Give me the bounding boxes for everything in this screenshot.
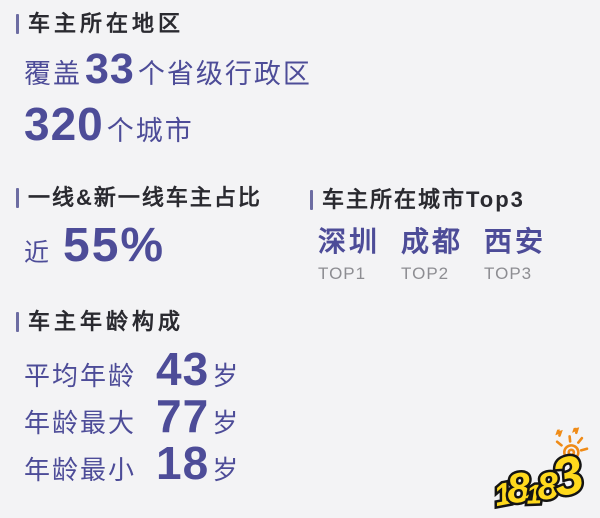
age-value: 18 xyxy=(156,437,210,490)
province-count: 33 xyxy=(85,45,135,94)
city-item: 深圳 TOP1 xyxy=(318,226,381,284)
18183-logo: 1 8 1 8 3 xyxy=(479,426,597,517)
section-header-cities: 车主所在城市Top3 xyxy=(310,187,546,212)
header-accent-bar xyxy=(16,312,19,333)
age-rows: 平均年龄 43 岁 年龄最大 77 岁 年龄最小 18 岁 xyxy=(16,346,238,487)
city-count: 320 xyxy=(24,98,104,151)
top-cities-row: 深圳 TOP1 成都 TOP2 西安 TOP3 xyxy=(318,226,547,284)
age-unit: 岁 xyxy=(212,361,239,392)
section-owner-age: 车主年龄构成 平均年龄 43 岁 年龄最大 77 岁 年龄最小 18 岁 xyxy=(16,309,238,487)
age-value: 77 xyxy=(156,390,210,443)
section-header-region: 车主所在地区 xyxy=(16,11,312,36)
age-row-min: 年龄最小 18 岁 xyxy=(24,440,238,487)
section-header-tier: 一线&新一线车主占比 xyxy=(16,185,262,210)
city-count-suffix: 个城市 xyxy=(106,116,194,147)
logo-digits: 1 8 1 8 3 xyxy=(480,442,597,516)
section-tier-share: 一线&新一线车主占比 近 55% xyxy=(16,185,262,270)
region-city-line: 320 个城市 xyxy=(24,101,312,147)
city-rank: TOP2 xyxy=(401,263,450,283)
section-title-age: 车主年龄构成 xyxy=(28,309,185,334)
city-name: 西安 xyxy=(484,226,547,258)
age-unit: 岁 xyxy=(212,455,239,486)
age-value: 43 xyxy=(156,343,210,396)
tier-share-value: 55% xyxy=(63,219,166,273)
age-unit: 岁 xyxy=(212,408,239,439)
city-name: 成都 xyxy=(401,226,464,258)
tier-share-prefix: 近 xyxy=(24,239,52,268)
city-name: 深圳 xyxy=(318,226,381,258)
sun-doodle-icon xyxy=(555,426,589,461)
section-title-tier: 一线&新一线车主占比 xyxy=(28,185,262,210)
city-rank: TOP3 xyxy=(484,263,533,283)
header-accent-bar xyxy=(310,190,313,211)
city-item: 成都 TOP2 xyxy=(401,226,464,284)
section-title-region: 车主所在地区 xyxy=(28,11,185,36)
header-accent-bar xyxy=(16,14,19,35)
tier-share-line: 近 55% xyxy=(24,222,262,270)
coverage-prefix: 覆盖 xyxy=(24,59,82,90)
section-owner-region: 车主所在地区 覆盖 33 个省级行政区 320 个城市 xyxy=(16,11,312,147)
city-rank: TOP1 xyxy=(318,263,367,283)
age-row-average: 平均年龄 43 岁 xyxy=(24,346,238,393)
section-header-age: 车主年龄构成 xyxy=(16,309,238,334)
region-coverage-line: 覆盖 33 个省级行政区 xyxy=(24,48,312,91)
age-label: 平均年龄 xyxy=(24,361,137,392)
header-accent-bar xyxy=(16,188,19,209)
age-row-max: 年龄最大 77 岁 xyxy=(24,393,238,440)
city-item: 西安 TOP3 xyxy=(484,226,547,284)
section-top-cities: 车主所在城市Top3 深圳 TOP1 成都 TOP2 西安 TOP3 xyxy=(310,187,547,284)
age-label: 年龄最小 xyxy=(24,455,137,486)
coverage-suffix: 个省级行政区 xyxy=(137,59,312,90)
section-title-cities: 车主所在城市Top3 xyxy=(322,187,525,212)
age-label: 年龄最大 xyxy=(24,408,137,439)
